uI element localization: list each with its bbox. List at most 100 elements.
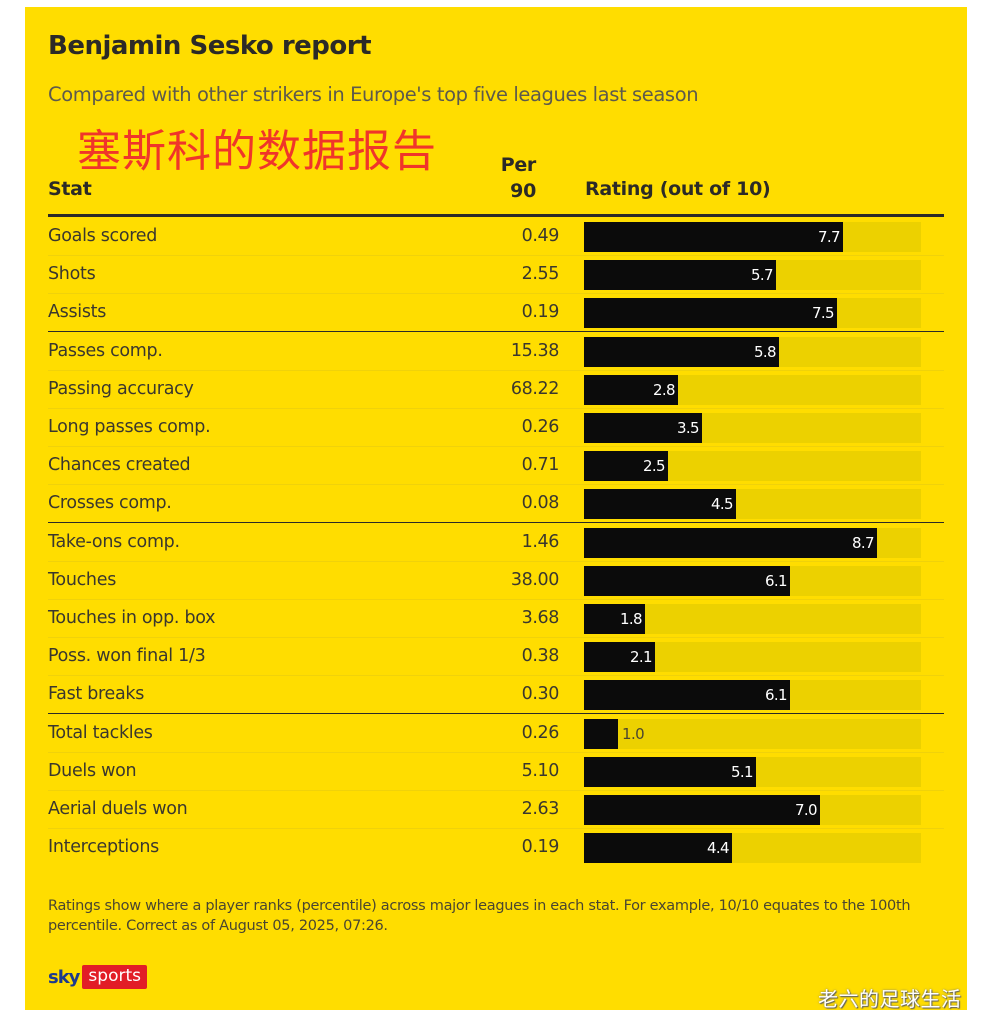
per90-value: 1.46 — [521, 532, 560, 552]
rating-bar — [584, 222, 843, 252]
rating-bar — [584, 451, 668, 481]
table-row: Passing accuracy 68.22 2.8 — [48, 371, 944, 409]
per90-value: 0.19 — [521, 302, 560, 322]
rating-value-label: 8.7 — [851, 534, 875, 552]
rating-value-label: 1.8 — [619, 610, 643, 628]
table-row: Interceptions 0.19 4.4 — [48, 829, 944, 867]
stat-name: Touches in opp. box — [48, 608, 216, 628]
rating-bar — [584, 489, 736, 519]
row-divider — [48, 370, 944, 371]
rating-value-label: 5.1 — [730, 763, 754, 781]
row-divider — [48, 828, 944, 829]
sky-sports-logo: sky sports — [48, 965, 147, 989]
rating-value-label: 2.1 — [629, 648, 653, 666]
per90-value: 0.26 — [521, 417, 560, 437]
row-divider — [48, 293, 944, 294]
rating-value-label: 6.1 — [764, 572, 788, 590]
column-header-per90: Per 90 — [465, 152, 537, 204]
rating-bar — [584, 642, 655, 672]
report-panel: Benjamin Sesko report Compared with othe… — [25, 7, 967, 1010]
rating-track: 2.8 — [584, 375, 921, 405]
watermark: 老六的足球生活 — [818, 987, 962, 1011]
table-row: Goals scored 0.49 7.7 — [48, 218, 944, 256]
rating-bar — [584, 298, 837, 328]
rating-bar — [584, 795, 820, 825]
row-divider — [48, 446, 944, 447]
table-row: Touches in opp. box 3.68 1.8 — [48, 600, 944, 638]
report-subtitle: Compared with other strikers in Europe's… — [48, 83, 699, 106]
per90-value: 0.71 — [521, 455, 560, 475]
rating-value-label: 6.1 — [764, 686, 788, 704]
rating-track: 4.4 — [584, 833, 921, 863]
rating-track: 6.1 — [584, 566, 921, 596]
rating-value-label: 7.7 — [817, 228, 841, 246]
table-row: Touches 38.00 6.1 — [48, 562, 944, 600]
column-header-rating: Rating (out of 10) — [585, 178, 771, 200]
table-row: Assists 0.19 7.5 — [48, 294, 944, 332]
per90-value: 0.26 — [521, 723, 560, 743]
table-row: Crosses comp. 0.08 4.5 — [48, 485, 944, 523]
rating-value-label: 3.5 — [676, 419, 700, 437]
rating-track: 2.1 — [584, 642, 921, 672]
stat-name: Aerial duels won — [48, 799, 188, 819]
group-divider — [48, 712, 944, 714]
stat-name: Poss. won final 1/3 — [48, 646, 206, 666]
row-divider — [48, 561, 944, 562]
rating-track: 1.0 — [584, 719, 921, 749]
row-divider — [48, 408, 944, 409]
group-divider — [48, 521, 944, 523]
rating-value-label: 7.0 — [794, 801, 818, 819]
group-divider — [48, 330, 944, 332]
per90-value: 2.63 — [521, 799, 560, 819]
per90-value: 0.30 — [521, 684, 560, 704]
rating-bar — [584, 413, 702, 443]
column-header-per90-line1: Per — [500, 154, 537, 176]
per90-value: 0.19 — [521, 837, 560, 857]
stat-name: Fast breaks — [48, 684, 145, 704]
rating-bar — [584, 604, 645, 634]
rating-value-label: 5.8 — [753, 343, 777, 361]
table-row: Total tackles 0.26 1.0 — [48, 715, 944, 753]
stat-name: Goals scored — [48, 226, 158, 246]
per90-value: 3.68 — [521, 608, 560, 628]
per90-value: 5.10 — [521, 761, 560, 781]
per90-value: 0.49 — [521, 226, 560, 246]
rating-value-label: 4.4 — [706, 839, 730, 857]
stat-name: Long passes comp. — [48, 417, 211, 437]
stat-name: Shots — [48, 264, 96, 284]
stat-name: Chances created — [48, 455, 191, 475]
report-title: Benjamin Sesko report — [48, 31, 372, 61]
rating-value-label: 7.5 — [811, 304, 835, 322]
table-row: Take-ons comp. 1.46 8.7 — [48, 524, 944, 562]
stat-name: Duels won — [48, 761, 137, 781]
rating-bar — [584, 680, 790, 710]
rating-value-label: 2.5 — [642, 457, 666, 475]
stat-name: Passes comp. — [48, 341, 163, 361]
row-divider — [48, 599, 944, 600]
stat-name: Take-ons comp. — [48, 532, 180, 552]
column-header-per90-line2: 90 — [510, 180, 536, 202]
rating-value-label: 4.5 — [710, 495, 734, 513]
stat-name: Total tackles — [48, 723, 153, 743]
stat-name: Passing accuracy — [48, 379, 194, 399]
stat-name: Interceptions — [48, 837, 159, 857]
header-divider — [48, 214, 944, 217]
rating-bar — [584, 833, 732, 863]
logo-sky-text: sky — [48, 966, 80, 988]
rating-track: 5.1 — [584, 757, 921, 787]
rating-track: 7.0 — [584, 795, 921, 825]
table-row: Aerial duels won 2.63 7.0 — [48, 791, 944, 829]
rating-track: 6.1 — [584, 680, 921, 710]
rating-bar — [584, 337, 779, 367]
row-divider — [48, 637, 944, 638]
stat-name: Touches — [48, 570, 117, 590]
table-row: Duels won 5.10 5.1 — [48, 753, 944, 791]
rating-track: 2.5 — [584, 451, 921, 481]
rating-track: 5.8 — [584, 337, 921, 367]
rating-track: 1.8 — [584, 604, 921, 634]
rating-track: 5.7 — [584, 260, 921, 290]
table-row: Poss. won final 1/3 0.38 2.1 — [48, 638, 944, 676]
table-row: Shots 2.55 5.7 — [48, 256, 944, 294]
column-header-stat: Stat — [48, 178, 92, 200]
row-divider — [48, 255, 944, 256]
